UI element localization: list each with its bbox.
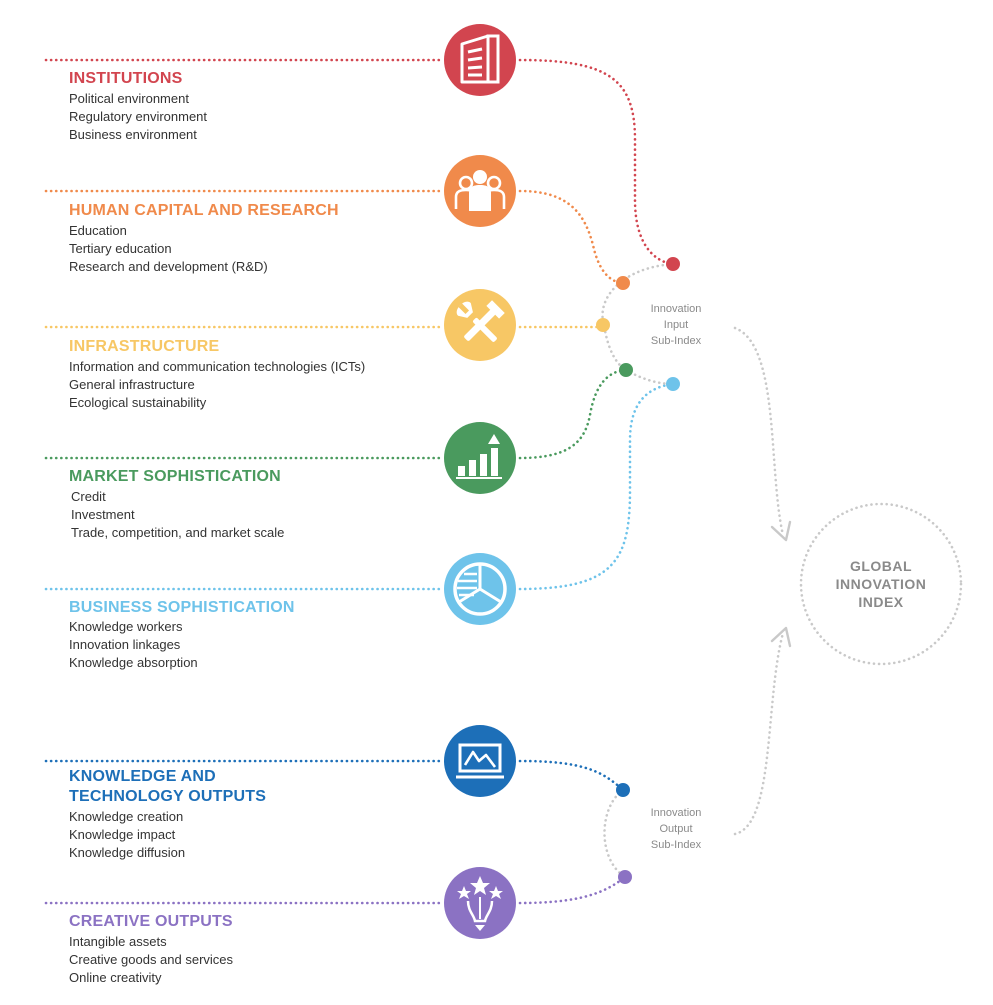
list-item: Business environment — [69, 127, 197, 142]
institutions-items: Political environment Regulatory environ… — [69, 90, 207, 144]
infrastructure-title: INFRASTRUCTURE — [69, 338, 220, 355]
market-connector — [518, 368, 628, 460]
arrowhead-input — [770, 520, 792, 542]
infrastructure-junction-dot — [596, 318, 610, 332]
input-to-gii-connector — [733, 326, 785, 537]
arrowhead-output — [770, 626, 792, 648]
list-item: Credit — [71, 489, 106, 504]
list-item: General infrastructure — [69, 377, 195, 392]
business-connector — [518, 382, 675, 591]
gii-ring — [799, 502, 963, 666]
human-capital-title: HUMAN CAPITAL AND RESEARCH — [69, 202, 339, 219]
business-junction-dot — [666, 377, 680, 391]
monitor-chart-icon — [444, 725, 516, 797]
list-item: Regulatory environment — [69, 109, 208, 124]
list-item: Political environment — [69, 91, 189, 106]
business-title: BUSINESS SOPHISTICATION — [69, 599, 295, 616]
list-item: Knowledge diffusion — [69, 845, 186, 860]
knowledge-title: KNOWLEDGE AND TECHNOLOGY OUTPUTS — [69, 768, 267, 805]
institutions-junction-dot — [666, 257, 680, 271]
growth-chart-icon — [444, 422, 516, 494]
market-junction-dot — [619, 363, 633, 377]
knowledge-items: Knowledge creation Knowledge impact Know… — [69, 808, 185, 862]
building-icon — [444, 24, 516, 96]
list-item: Knowledge creation — [69, 809, 184, 824]
human-capital-junction-dot — [616, 276, 630, 290]
input-subindex-label: Innovation Input Sub-Index — [650, 303, 702, 347]
list-item: Intangible assets — [69, 934, 167, 949]
creative-items: Intangible assets Creative goods and ser… — [69, 933, 233, 987]
list-item: Information and communication technologi… — [69, 359, 366, 374]
knowledge-connector — [518, 759, 625, 792]
creative-connector — [518, 875, 627, 905]
list-item: Creative goods and services — [69, 952, 234, 967]
people-icon — [444, 155, 516, 227]
list-item: Research and development (R&D) — [69, 259, 268, 274]
output-subindex-label: Innovation Output Sub-Index — [650, 807, 702, 851]
list-item: Investment — [71, 507, 135, 522]
market-title: MARKET SOPHISTICATION — [69, 468, 281, 485]
list-item: Ecological sustainability — [69, 395, 207, 410]
market-items: Credit Investment Trade, competition, an… — [71, 488, 284, 542]
list-item: Online creativity — [69, 970, 162, 985]
list-item: Knowledge impact — [69, 827, 176, 842]
list-item: Education — [69, 223, 127, 238]
list-item: Tertiary education — [69, 241, 172, 256]
human-capital-items: Education Tertiary education Research an… — [69, 222, 268, 276]
global-innovation-index-label: GLOBAL INNOVATION INDEX — [835, 558, 927, 610]
list-item: Innovation linkages — [69, 637, 181, 652]
pie-chart-icon — [444, 553, 516, 625]
creative-stars-icon — [444, 867, 516, 939]
creative-junction-dot — [618, 870, 632, 884]
human-capital-connector — [518, 189, 625, 285]
list-item: Knowledge absorption — [69, 655, 198, 670]
institutions-title: INSTITUTIONS — [69, 70, 183, 87]
tools-icon — [444, 289, 516, 361]
infrastructure-items: Information and communication technologi… — [69, 358, 365, 412]
list-item: Trade, competition, and market scale — [71, 525, 285, 540]
list-item: Knowledge workers — [69, 619, 183, 634]
institutions-connector — [518, 58, 675, 266]
creative-title: CREATIVE OUTPUTS — [69, 913, 233, 930]
business-items: Knowledge workers Innovation linkages Kn… — [69, 618, 198, 672]
knowledge-junction-dot — [616, 783, 630, 797]
output-to-gii-connector — [733, 631, 785, 836]
input-subindex-arc-right — [624, 368, 675, 386]
output-subindex-arc — [603, 788, 627, 879]
